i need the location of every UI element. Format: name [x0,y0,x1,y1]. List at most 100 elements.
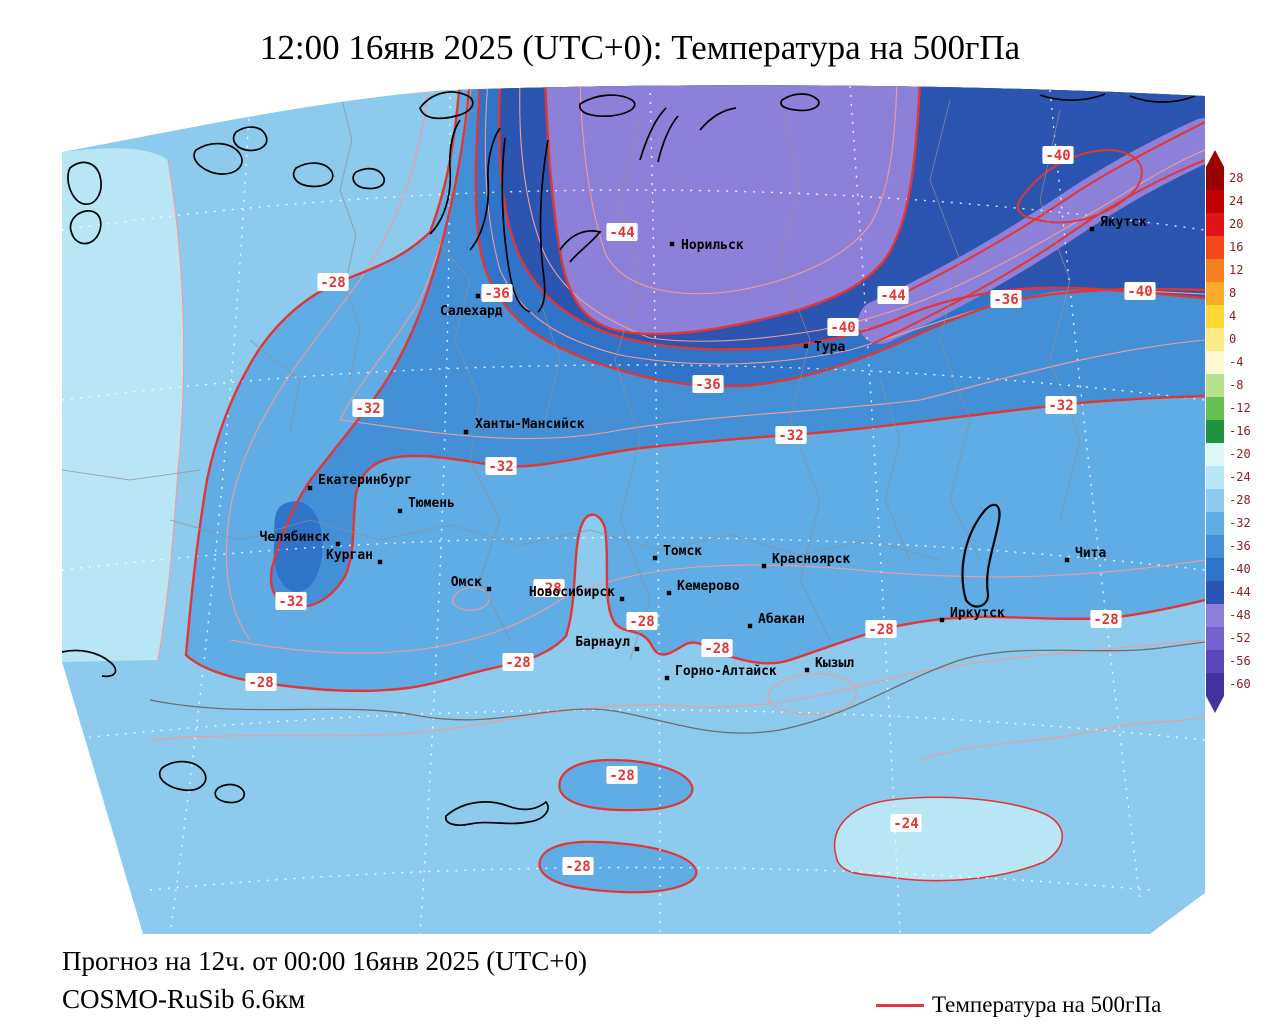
colorbar-tick-label: -48 [1229,608,1251,622]
colorbar-tick-label: -44 [1229,585,1251,599]
colorbar-tick-label: 28 [1229,171,1244,185]
city-dot-icon [1064,557,1070,563]
contour-label-box [701,639,733,657]
map-legend: Температура на 500гПа [876,992,1161,1018]
colorbar-tick-label: 16 [1229,240,1244,254]
city-marker: Ханты-Мансийск [463,417,585,435]
colorbar-tick-label: 12 [1229,263,1244,277]
contour-label: -32 [778,428,803,444]
colorbar-swatch [1206,604,1224,627]
colorbar-tick-label: -52 [1229,631,1251,645]
city-marker: Барнаул [575,635,640,652]
colorbar-swatch [1206,558,1224,581]
colorbar-swatch [1206,512,1224,535]
contour-label-box [1045,396,1077,414]
contour-label: -32 [1048,398,1073,414]
isotherm-44-band-s [871,159,1205,345]
colorbar-swatch [1206,190,1224,213]
city-dot-icon [486,586,492,592]
contour-label: -44 [609,225,634,241]
colorbar-swatch [1206,282,1224,305]
contour-label-box [481,284,513,302]
colorbar-cell: 28 [1206,167,1270,190]
city-marker: Кемерово [666,579,740,596]
city-marker: Томск [652,544,702,561]
colorbar-swatch [1206,489,1224,512]
forecast-info: Прогноз на 12ч. от 00:00 16янв 2025 (UTC… [62,946,587,976]
model-info: COSMO-RuSib 6.6км [62,984,306,1014]
city-label: Норильск [681,238,744,253]
contour-label-box [275,592,307,610]
colorbar-swatch [1206,259,1224,282]
legend-label: Температура на 500гПа [932,992,1162,1017]
contour-label: -40 [1127,284,1152,300]
city-label: Кызыл [815,656,854,671]
colorbar-tick-label: 0 [1229,332,1237,346]
contour-label-box [827,318,859,336]
colorbar-cell: -4 [1206,351,1270,374]
city-label: Красноярск [772,552,850,567]
colorbar-cell: 12 [1206,259,1270,282]
colorbar-cell: -24 [1206,466,1270,489]
contour-label: -32 [278,594,303,610]
city-dot-icon [377,559,383,565]
isotherms-minor [149,85,1205,761]
contour-label: -28 [868,622,893,638]
city-marker: Якутск [1089,215,1147,232]
colorbar-cell: -52 [1206,627,1270,650]
colorbar-cell: -36 [1206,535,1270,558]
colorbar-tick-label: 4 [1229,309,1237,323]
contour-label: -28 [704,641,729,657]
city-label: Абакан [758,612,805,627]
state-border [149,641,1205,734]
contour-label-box [1042,146,1074,164]
contour-label-box [890,814,922,832]
zone-chelyabinsk-pocket [273,501,323,593]
colorbar-tick-label: -60 [1229,677,1251,691]
city-dot-icon [463,429,469,435]
city-dot-icon [761,563,767,569]
city-label: Томск [663,544,702,559]
city-marker: Салехард [440,293,503,319]
colorbar-tick-label: -20 [1229,447,1251,461]
contour-label: -28 [505,655,530,671]
city-marker: Челябинск [260,530,341,547]
contour-label-box [606,223,638,241]
contour-label: -32 [488,459,513,475]
city-dot-icon [335,541,341,547]
city-marker: Новосибирск [529,585,625,602]
colorbar-arrow-up-icon [1206,150,1224,167]
isotherm-44-band-n [889,121,1205,301]
city-label: Новосибирск [529,585,615,600]
coastlines [61,91,1196,826]
colorbar-swatch [1206,420,1224,443]
colorbar-swatch [1206,466,1224,489]
city-marker: Кызыл [804,656,854,673]
city-label: Кемерово [677,579,740,594]
contour-label: -28 [1093,612,1118,628]
colorbar-swatch [1206,627,1224,650]
colorbar-tick-label: -40 [1229,562,1251,576]
contour-label-box [775,426,807,444]
contour-label-box [485,457,517,475]
colorbar-tick-label: -12 [1229,401,1251,415]
colorbar-swatch [1206,443,1224,466]
colorbar-tick-label: -56 [1229,654,1251,668]
colorbar-tick-label: -4 [1229,355,1244,369]
colorbar-tick-label: -16 [1229,424,1251,438]
colorbar-swatch [1206,328,1224,351]
contour-label-box [352,399,384,417]
colorbar-tick-label: -28 [1229,493,1251,507]
colorbar-swatch [1206,535,1224,558]
city-dot-icon [939,617,945,623]
colorbar-cell: -20 [1206,443,1270,466]
city-label: Горно-Алтайск [675,664,777,679]
colorbar-cell: -48 [1206,604,1270,627]
contour-label-box [692,375,724,393]
contour-label: -44 [880,288,905,304]
contour-label-box [502,653,534,671]
isotherm-40 [497,85,1205,351]
city-dot-icon [669,241,675,247]
contour-label-box [317,273,349,291]
